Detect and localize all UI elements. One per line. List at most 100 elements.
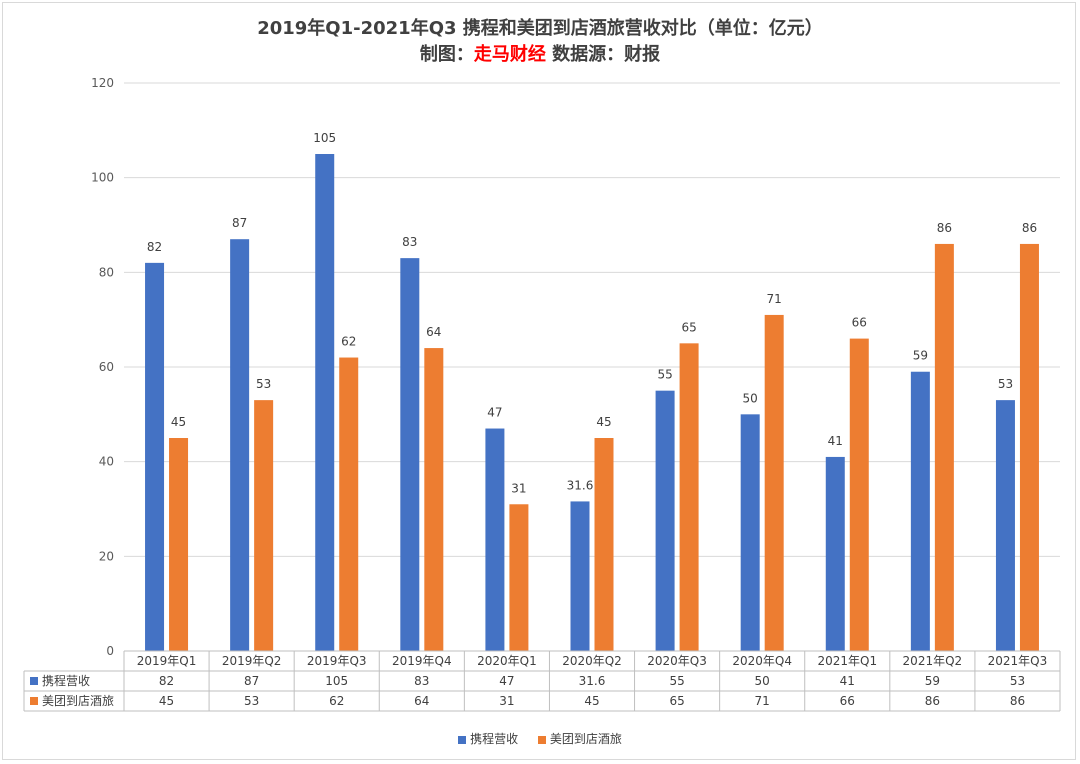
table-category-label: 2021年Q3	[988, 654, 1048, 668]
table-value-meituan: 65	[669, 694, 684, 708]
bar-meituan	[849, 338, 869, 651]
table-value-ctrip: 31.6	[579, 674, 606, 688]
table-swatch-ctrip	[30, 677, 38, 685]
table-value-meituan: 86	[925, 694, 940, 708]
table-value-meituan: 45	[584, 694, 599, 708]
bar-ctrip	[485, 428, 505, 651]
data-label-ctrip: 47	[487, 406, 502, 420]
bar-ctrip	[910, 371, 930, 651]
table-swatch-meituan	[30, 697, 38, 705]
table-category-label: 2020年Q3	[647, 654, 707, 668]
table-value-ctrip: 82	[159, 674, 174, 688]
data-label-ctrip: 55	[657, 368, 672, 382]
table-value-ctrip: 83	[414, 674, 429, 688]
table-category-label: 2019年Q1	[137, 654, 197, 668]
bar-meituan	[594, 438, 614, 651]
table-category-label: 2019年Q3	[307, 654, 367, 668]
data-label-meituan: 53	[256, 377, 271, 391]
credit-suffix: 数据源：财报	[545, 44, 661, 65]
y-tick-label: 0	[106, 644, 114, 658]
legend: 携程营收 美团到店酒旅	[0, 730, 1080, 747]
table-category-label: 2020年Q1	[477, 654, 537, 668]
table-value-meituan: 71	[755, 694, 770, 708]
data-label-meituan: 71	[767, 292, 782, 306]
bar-ctrip	[655, 390, 675, 651]
data-label-ctrip: 41	[828, 434, 843, 448]
credit-prefix: 制图：	[419, 44, 474, 65]
table-value-meituan: 66	[840, 694, 855, 708]
data-label-ctrip: 31.6	[567, 478, 594, 492]
bar-ctrip	[570, 501, 590, 651]
y-tick-label: 60	[99, 360, 114, 374]
bar-ctrip	[825, 456, 845, 651]
bar-meituan	[424, 348, 444, 651]
bar-ctrip	[740, 414, 760, 651]
table-category-label: 2019年Q2	[222, 654, 282, 668]
table-value-ctrip: 105	[325, 674, 348, 688]
table-value-meituan: 53	[244, 694, 259, 708]
table-category-label: 2021年Q1	[817, 654, 877, 668]
table-value-meituan: 45	[159, 694, 174, 708]
y-tick-label: 100	[91, 171, 114, 185]
table-category-label: 2020年Q2	[562, 654, 622, 668]
y-tick-label: 40	[99, 455, 114, 469]
data-label-ctrip: 82	[147, 240, 162, 254]
y-tick-label: 120	[91, 76, 114, 90]
bar-meituan	[679, 343, 699, 651]
table-value-ctrip: 59	[925, 674, 940, 688]
bar-meituan	[169, 438, 189, 651]
bar-ctrip	[995, 400, 1015, 651]
legend-item-ctrip: 携程营收	[458, 730, 518, 747]
legend-item-meituan: 美团到店酒旅	[537, 730, 622, 747]
table-value-ctrip: 87	[244, 674, 259, 688]
chart-title: 2019年Q1-2021年Q3 携程和美团到店酒旅营收对比（单位：亿元）	[257, 18, 823, 39]
bar-meituan	[934, 243, 954, 651]
bar-meituan	[254, 400, 274, 651]
table-value-ctrip: 41	[840, 674, 855, 688]
data-label-meituan: 65	[681, 320, 696, 334]
legend-label-meituan: 美团到店酒旅	[549, 732, 622, 746]
table-value-ctrip: 47	[499, 674, 514, 688]
data-label-ctrip: 50	[743, 391, 758, 405]
bar-ctrip	[230, 239, 250, 651]
data-label-ctrip: 59	[913, 349, 928, 363]
table-value-ctrip: 53	[1010, 674, 1025, 688]
data-label-meituan: 45	[171, 415, 186, 429]
table-value-meituan: 62	[329, 694, 344, 708]
bar-meituan	[1019, 243, 1039, 651]
data-label-ctrip: 53	[998, 377, 1013, 391]
table-category-label: 2020年Q4	[732, 654, 792, 668]
table-value-meituan: 64	[414, 694, 429, 708]
bar-ctrip	[315, 154, 335, 651]
y-tick-label: 80	[99, 265, 114, 279]
data-label-ctrip: 105	[313, 131, 336, 145]
data-label-meituan: 86	[937, 221, 952, 235]
table-value-ctrip: 55	[669, 674, 684, 688]
y-tick-label: 20	[99, 549, 114, 563]
table-category-label: 2019年Q4	[392, 654, 452, 668]
data-label-meituan: 62	[341, 335, 356, 349]
legend-swatch-ctrip	[458, 735, 467, 744]
bar-meituan	[339, 357, 359, 651]
table-value-ctrip: 50	[755, 674, 770, 688]
legend-swatch-meituan	[537, 735, 546, 744]
bar-ctrip	[400, 258, 420, 651]
chart-subtitle: 制图：走马财经 数据源：财报	[0, 40, 1080, 66]
data-label-meituan: 31	[511, 481, 526, 495]
data-label-meituan: 45	[596, 415, 611, 429]
table-value-meituan: 31	[499, 694, 514, 708]
legend-label-ctrip: 携程营收	[470, 732, 519, 746]
bar-meituan	[764, 314, 784, 651]
table-series-label-ctrip: 携程营收	[42, 673, 90, 688]
bar-ctrip	[145, 262, 165, 651]
table-series-label-meituan: 美团到店酒旅	[42, 694, 114, 708]
data-label-meituan: 86	[1022, 221, 1037, 235]
data-label-meituan: 64	[426, 325, 441, 339]
data-label-ctrip: 87	[232, 216, 247, 230]
data-label-meituan: 66	[852, 316, 867, 330]
bar-meituan	[509, 504, 529, 651]
credit-brand: 走马财经	[473, 44, 546, 65]
data-label-ctrip: 83	[402, 235, 417, 249]
